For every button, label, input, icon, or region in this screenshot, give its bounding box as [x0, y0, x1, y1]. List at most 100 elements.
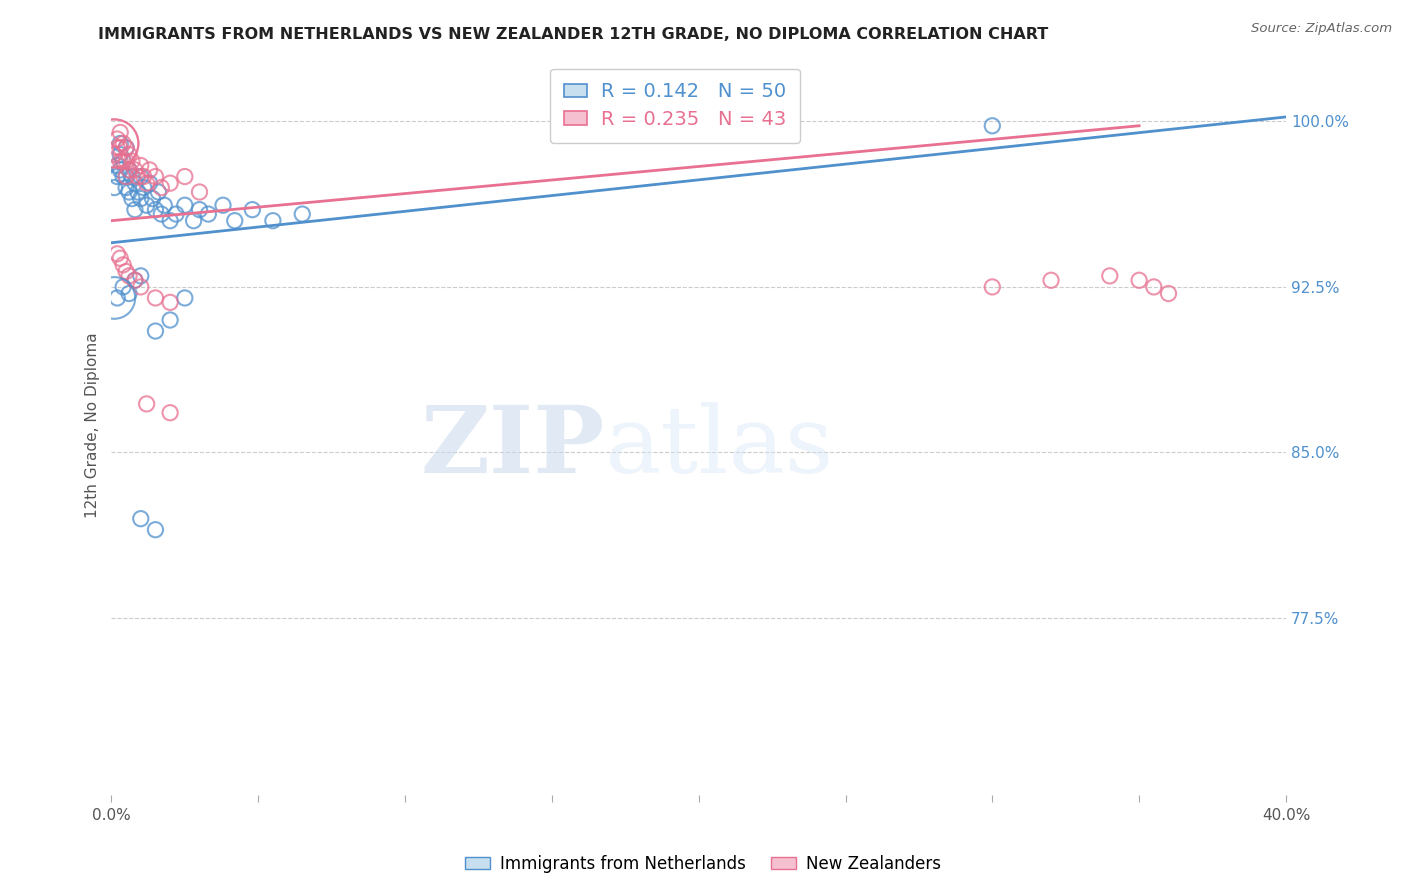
Point	[115, 180, 138, 194]
Point	[981, 280, 1004, 294]
Point	[118, 162, 141, 177]
Point	[135, 397, 157, 411]
Point	[145, 291, 167, 305]
Point	[129, 192, 152, 206]
Point	[115, 141, 138, 155]
Point	[159, 406, 181, 420]
Point	[115, 154, 138, 169]
Point	[150, 180, 173, 194]
Point	[124, 202, 146, 217]
Point	[112, 154, 135, 169]
Point	[112, 154, 135, 169]
Point	[129, 511, 152, 525]
Point	[1040, 273, 1063, 287]
Point	[291, 207, 314, 221]
Text: Source: ZipAtlas.com: Source: ZipAtlas.com	[1251, 22, 1392, 36]
Point	[110, 154, 132, 169]
Point	[110, 147, 132, 161]
Point	[173, 198, 195, 212]
Point	[124, 176, 146, 190]
Point	[105, 132, 128, 146]
Point	[129, 280, 152, 294]
Point	[132, 169, 155, 184]
Point	[105, 169, 128, 184]
Legend: Immigrants from Netherlands, New Zealanders: Immigrants from Netherlands, New Zealand…	[458, 848, 948, 880]
Point	[115, 264, 138, 278]
Point	[129, 159, 152, 173]
Point	[145, 202, 167, 217]
Point	[103, 147, 125, 161]
Point	[110, 251, 132, 265]
Point	[110, 125, 132, 139]
Point	[115, 169, 138, 184]
Point	[118, 147, 141, 161]
Point	[103, 136, 125, 151]
Point	[145, 324, 167, 338]
Point	[224, 213, 246, 227]
Point	[103, 136, 125, 151]
Point	[112, 280, 135, 294]
Point	[135, 176, 157, 190]
Point	[240, 202, 263, 217]
Point	[110, 141, 132, 155]
Point	[183, 213, 205, 227]
Point	[1143, 280, 1166, 294]
Point	[150, 207, 173, 221]
Point	[145, 523, 167, 537]
Point	[197, 207, 219, 221]
Point	[121, 169, 143, 184]
Point	[132, 180, 155, 194]
Point	[141, 192, 163, 206]
Point	[188, 185, 211, 199]
Point	[115, 169, 138, 184]
Point	[127, 185, 149, 199]
Point	[138, 176, 160, 190]
Point	[124, 273, 146, 287]
Point	[118, 286, 141, 301]
Point	[112, 258, 135, 272]
Point	[159, 313, 181, 327]
Point	[135, 198, 157, 212]
Point	[103, 180, 125, 194]
Point	[115, 141, 138, 155]
Point	[124, 162, 146, 177]
Point	[159, 213, 181, 227]
Text: ZIP: ZIP	[420, 402, 605, 492]
Point	[1128, 273, 1150, 287]
Point	[105, 291, 128, 305]
Point	[124, 273, 146, 287]
Point	[188, 202, 211, 217]
Point	[112, 169, 135, 184]
Point	[118, 268, 141, 283]
Point	[153, 198, 176, 212]
Point	[110, 136, 132, 151]
Point	[105, 247, 128, 261]
Point	[121, 154, 143, 169]
Legend: R = 0.142   N = 50, R = 0.235   N = 43: R = 0.142 N = 50, R = 0.235 N = 43	[551, 69, 800, 143]
Point	[118, 162, 141, 177]
Point	[127, 169, 149, 184]
Point	[981, 119, 1004, 133]
Point	[129, 268, 152, 283]
Point	[110, 162, 132, 177]
Point	[105, 141, 128, 155]
Point	[105, 159, 128, 173]
Point	[129, 169, 152, 184]
Y-axis label: 12th Grade, No Diploma: 12th Grade, No Diploma	[86, 332, 100, 517]
Text: IMMIGRANTS FROM NETHERLANDS VS NEW ZEALANDER 12TH GRADE, NO DIPLOMA CORRELATION : IMMIGRANTS FROM NETHERLANDS VS NEW ZEALA…	[98, 27, 1049, 42]
Point	[159, 295, 181, 310]
Point	[1157, 286, 1180, 301]
Text: atlas: atlas	[605, 402, 834, 492]
Point	[262, 213, 284, 227]
Point	[173, 291, 195, 305]
Point	[103, 291, 125, 305]
Point	[112, 136, 135, 151]
Point	[121, 192, 143, 206]
Point	[159, 176, 181, 190]
Point	[212, 198, 235, 212]
Point	[1098, 268, 1121, 283]
Point	[145, 169, 167, 184]
Point	[118, 185, 141, 199]
Point	[148, 185, 170, 199]
Point	[165, 207, 187, 221]
